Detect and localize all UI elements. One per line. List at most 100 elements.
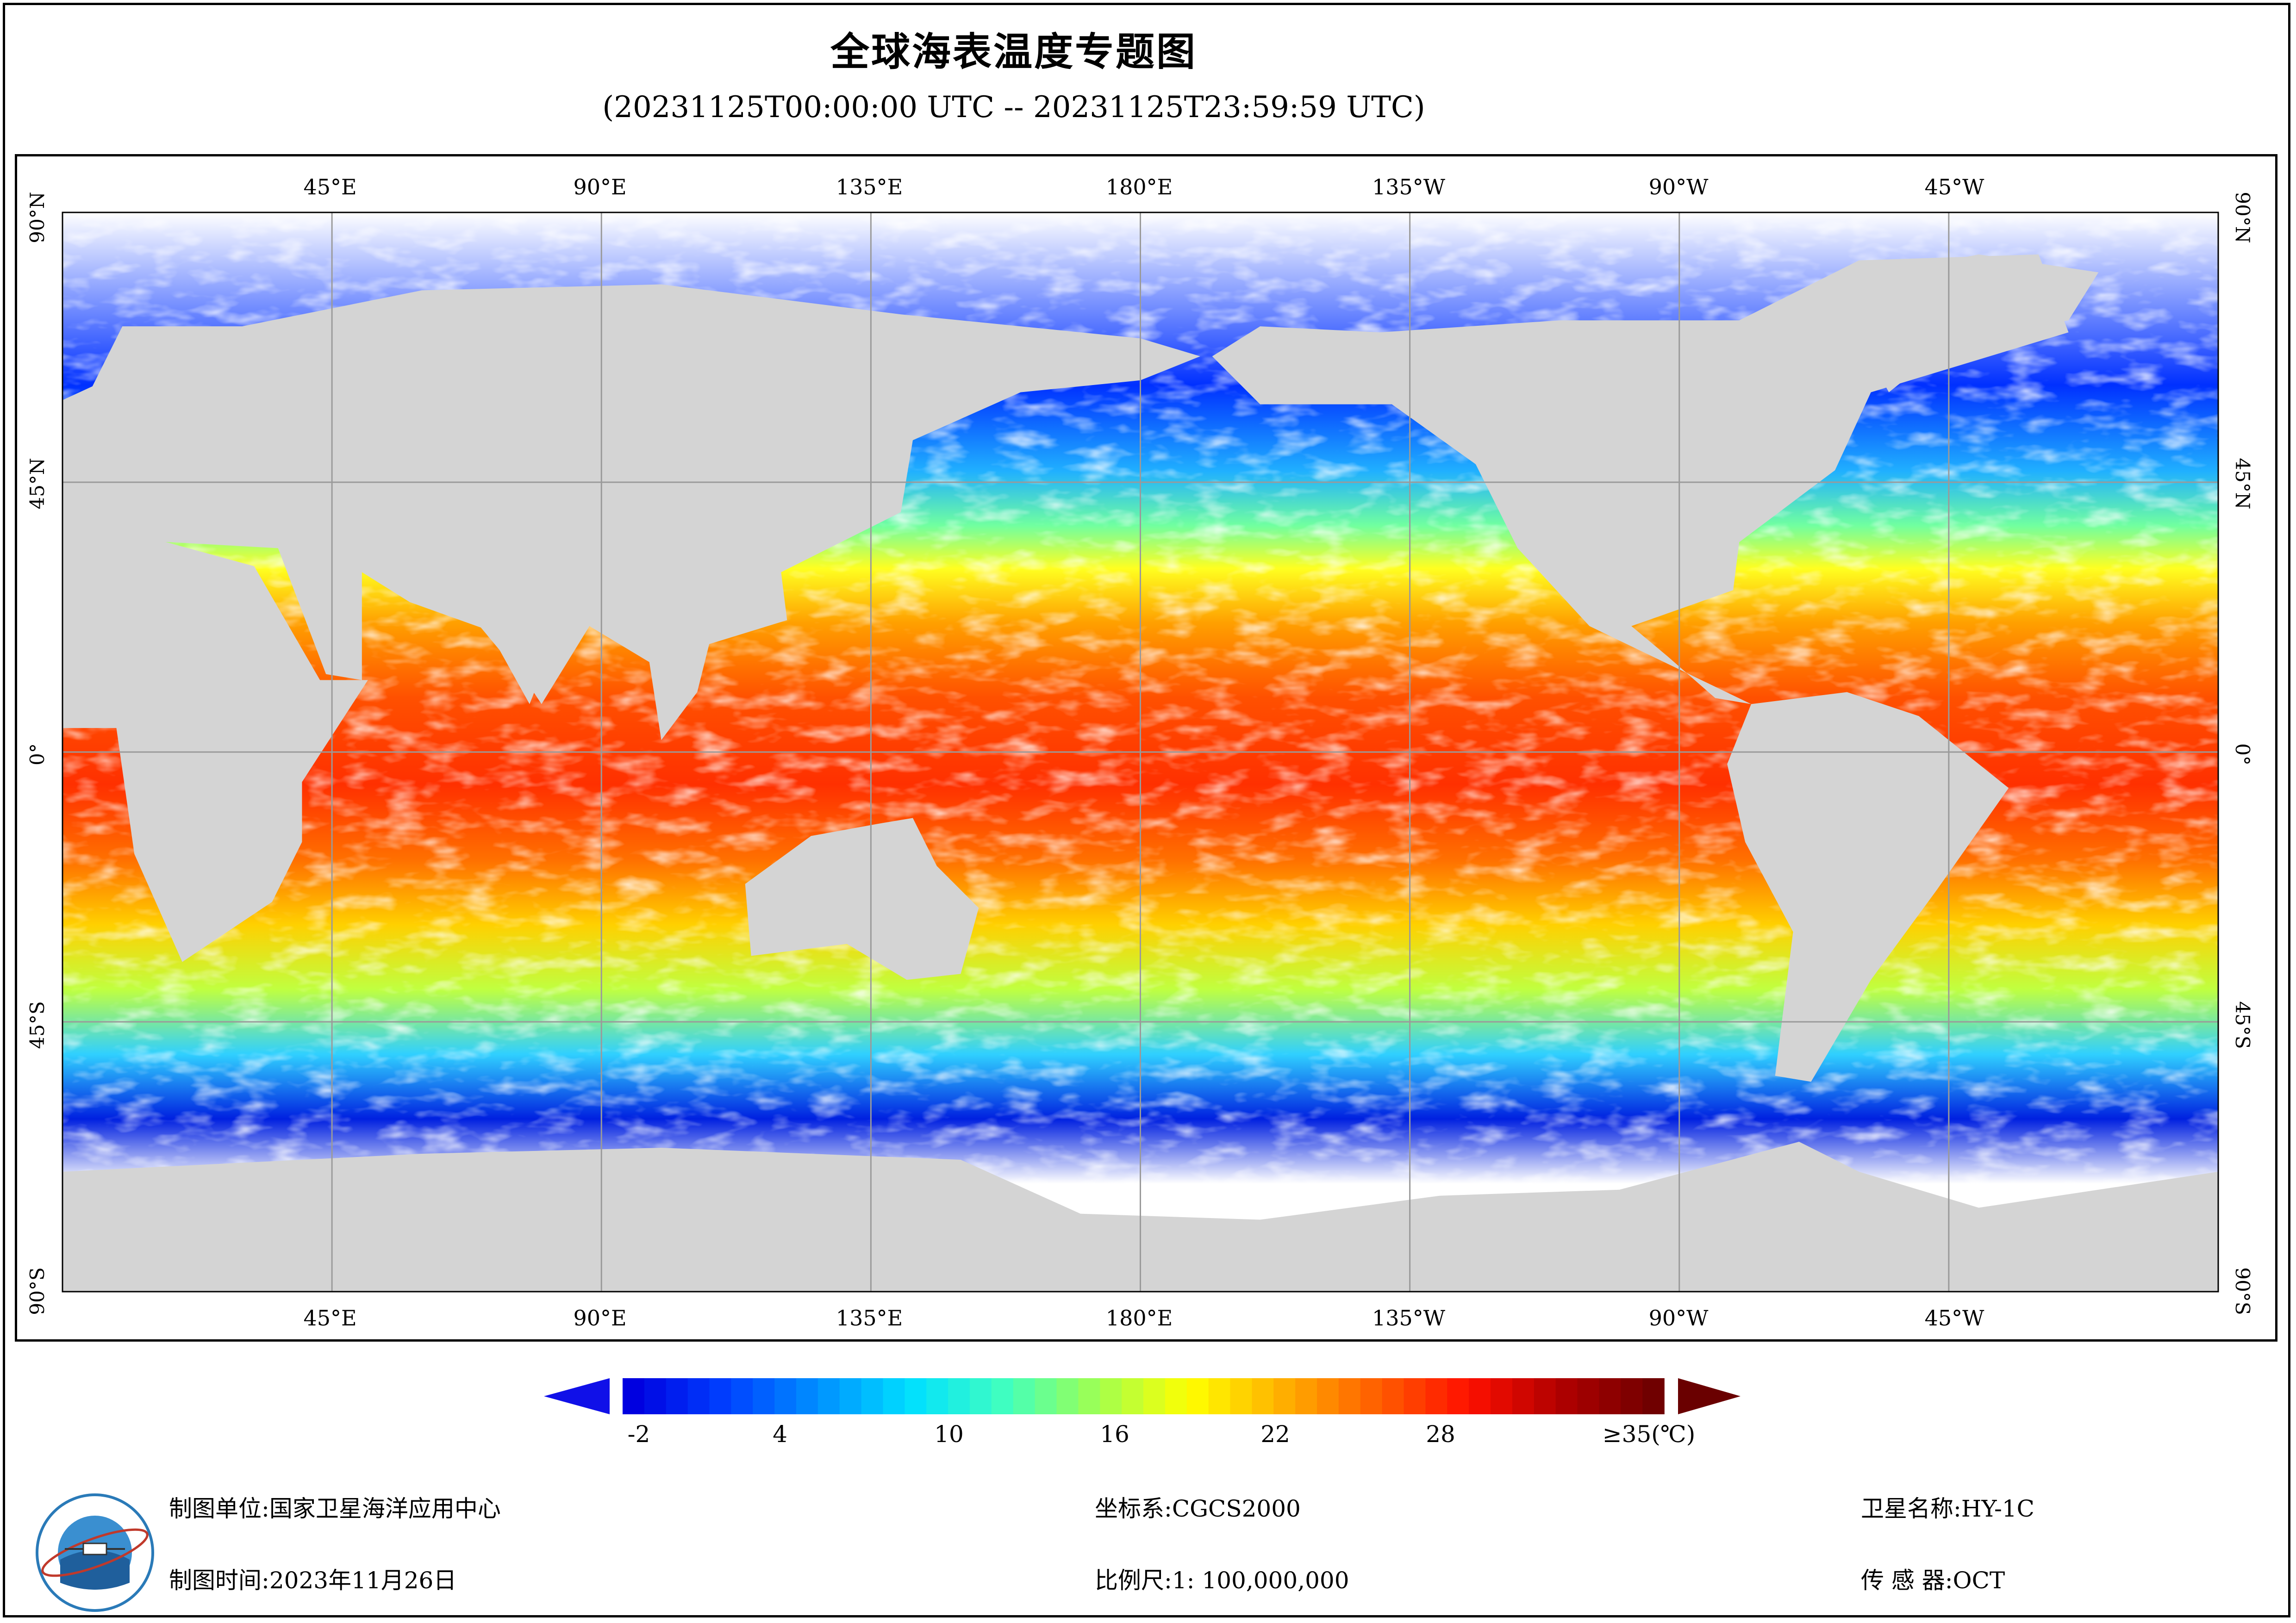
map-time-value: 2023年11月26日 bbox=[269, 1567, 457, 1594]
top-lon-label: 90°W bbox=[1649, 174, 1709, 199]
north-america-landmass bbox=[1212, 254, 2069, 704]
sensor-name: 传 感 器:OCT bbox=[1861, 1562, 2005, 1595]
south-america-landmass bbox=[1727, 692, 2009, 1082]
top-lon-label: 90°E bbox=[573, 174, 626, 199]
colorbar-cell bbox=[1491, 1378, 1513, 1414]
india-peninsula-landmass bbox=[469, 614, 584, 704]
greenland-landmass bbox=[1829, 254, 2099, 392]
graticule bbox=[62, 212, 2218, 1292]
bottom-lon-label: 135°E bbox=[836, 1306, 903, 1331]
bottom-lon-label: 90°W bbox=[1649, 1306, 1709, 1331]
bottom-longitude-labels: 45°E 90°E 135°E 180°E 135°W 90°W 45°W bbox=[303, 1306, 1984, 1331]
colorbar-cell bbox=[1317, 1378, 1339, 1414]
top-lon-label: 135°E bbox=[836, 174, 903, 199]
bottom-lon-label: 90°E bbox=[573, 1306, 626, 1331]
colorbar-cell bbox=[817, 1378, 840, 1414]
colorbar-tick-label: -2 bbox=[627, 1421, 650, 1448]
colorbar-min-arrow bbox=[544, 1378, 610, 1414]
right-latitude-labels: 90°N 45°N 0° 45°S 90°S bbox=[2231, 192, 2254, 1315]
colorbar-cell bbox=[1382, 1378, 1404, 1414]
colorbar-cell bbox=[644, 1378, 667, 1414]
colorbar-cell bbox=[1273, 1378, 1296, 1414]
left-lat-label: 90°N bbox=[26, 192, 49, 243]
bottom-lon-label: 180°E bbox=[1106, 1306, 1173, 1331]
colorbar-tick-label: 28 bbox=[1426, 1421, 1455, 1448]
colorbar-cells bbox=[623, 1378, 1665, 1414]
page-border bbox=[3, 3, 2290, 1617]
colorbar-cell bbox=[1035, 1378, 1057, 1414]
colorbar-tick-label: 10 bbox=[934, 1421, 964, 1448]
satellite-name: 卫星名称:HY-1C bbox=[1861, 1490, 2034, 1524]
colorbar-cell bbox=[839, 1378, 862, 1414]
colorbar-cell bbox=[1252, 1378, 1274, 1414]
colorbar-max-arrow bbox=[1678, 1378, 1741, 1414]
colorbar-cell bbox=[1100, 1378, 1122, 1414]
left-lat-label: 90°S bbox=[26, 1267, 49, 1315]
colorbar-cell bbox=[774, 1378, 797, 1414]
colorbar-cell bbox=[1208, 1378, 1231, 1414]
left-lat-label: 45°S bbox=[26, 1001, 49, 1049]
colorbar-cell bbox=[1404, 1378, 1426, 1414]
colorbar-cell bbox=[1295, 1378, 1317, 1414]
left-latitude-labels: 90°N 45°N 0° 45°S 90°S bbox=[26, 192, 49, 1315]
top-lon-label: 45°W bbox=[1925, 174, 1985, 199]
coordinate-system: 坐标系:CGCS2000 bbox=[1095, 1490, 1301, 1524]
colorbar-cell bbox=[926, 1378, 948, 1414]
colorbar-cell bbox=[1122, 1378, 1144, 1414]
scale-label: 比例尺: bbox=[1095, 1567, 1172, 1594]
top-lon-label: 135°W bbox=[1372, 174, 1446, 199]
bottom-lon-label: 45°W bbox=[1925, 1306, 1985, 1331]
crs-label: 坐标系: bbox=[1095, 1495, 1172, 1522]
map-unit-label: 制图单位: bbox=[169, 1495, 269, 1522]
sensor-value: OCT bbox=[1953, 1567, 2005, 1594]
top-lon-label: 45°E bbox=[303, 174, 356, 199]
colorbar-cell bbox=[883, 1378, 905, 1414]
africa-landmass bbox=[62, 530, 368, 962]
bottom-lon-label: 45°E bbox=[303, 1306, 356, 1331]
colorbar-cell bbox=[1512, 1378, 1535, 1414]
europe-asia-landmass bbox=[62, 284, 1200, 740]
colorbar-cell bbox=[731, 1378, 754, 1414]
colorbar-cell bbox=[1534, 1378, 1556, 1414]
colorbar-cell bbox=[753, 1378, 775, 1414]
colorbar-cell bbox=[1425, 1378, 1448, 1414]
colorbar bbox=[544, 1378, 1741, 1414]
top-longitude-labels: 45°E 90°E 135°E 180°E 135°W 90°W 45°W bbox=[303, 174, 1984, 199]
right-lat-label: 45°N bbox=[2231, 458, 2254, 509]
satellite-label: 卫星名称: bbox=[1861, 1495, 1961, 1522]
sensor-label: 传 感 器: bbox=[1861, 1567, 1953, 1594]
right-lat-label: 90°S bbox=[2231, 1267, 2254, 1315]
colorbar-cell bbox=[709, 1378, 732, 1414]
right-lat-label: 90°N bbox=[2231, 192, 2254, 243]
colorbar-cell bbox=[948, 1378, 970, 1414]
colorbar-cell bbox=[970, 1378, 992, 1414]
colorbar-cell bbox=[1056, 1378, 1079, 1414]
right-lat-label: 0° bbox=[2231, 743, 2254, 765]
map-frame bbox=[15, 154, 2277, 1342]
colorbar-max-label: ≥35(℃) bbox=[1602, 1421, 1696, 1448]
left-lat-label: 45°N bbox=[26, 458, 49, 509]
colorbar-cell bbox=[796, 1378, 818, 1414]
colorbar-cell bbox=[687, 1378, 710, 1414]
map-unit-value: 国家卫星海洋应用中心 bbox=[269, 1495, 501, 1522]
left-lat-label: 0° bbox=[26, 743, 49, 765]
colorbar-cell bbox=[1577, 1378, 1600, 1414]
top-lon-label: 180°E bbox=[1106, 174, 1173, 199]
colorbar-cell bbox=[991, 1378, 1014, 1414]
colorbar-cell bbox=[1555, 1378, 1578, 1414]
colorbar-cell bbox=[1013, 1378, 1036, 1414]
colorbar-cell bbox=[861, 1378, 884, 1414]
organization-logo bbox=[36, 1493, 154, 1612]
colorbar-cell bbox=[1186, 1378, 1209, 1414]
colorbar-cell bbox=[1360, 1378, 1383, 1414]
colorbar-cell bbox=[905, 1378, 927, 1414]
time-range-subtitle: (20231125T00:00:00 UTC -- 20231125T23:59… bbox=[602, 90, 1425, 124]
colorbar-cell bbox=[666, 1378, 688, 1414]
colorbar-cell bbox=[1642, 1378, 1665, 1414]
colorbar-cell bbox=[1230, 1378, 1253, 1414]
colorbar-cell bbox=[1599, 1378, 1622, 1414]
colorbar-tick-label: 22 bbox=[1260, 1421, 1290, 1448]
right-lat-label: 45°S bbox=[2231, 1001, 2254, 1049]
colorbar-cell bbox=[1469, 1378, 1491, 1414]
